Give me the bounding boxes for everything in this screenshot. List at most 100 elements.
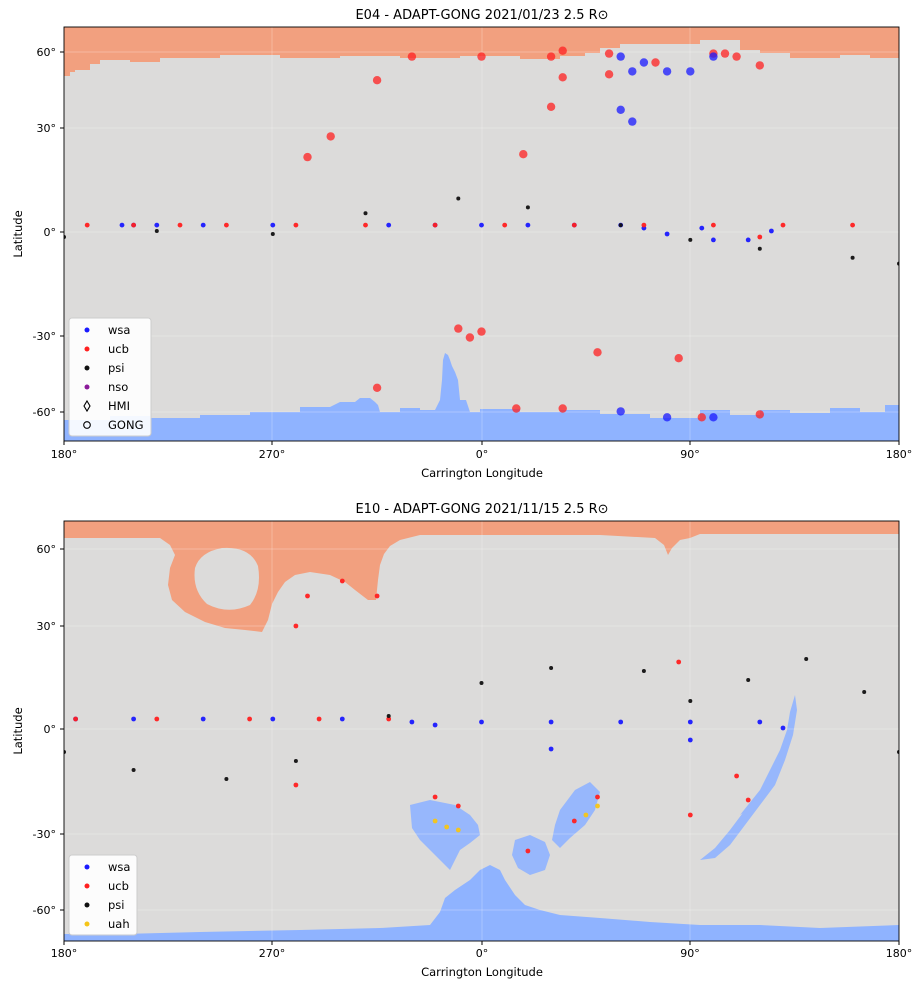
data-point-ucb-gong [546,52,556,61]
data-point-ucb [850,222,855,228]
x-tick-label: 180° [886,947,913,960]
data-point-wsa-hmi [628,67,637,76]
data-point-ucb [455,803,461,809]
data-point-wsa [757,719,763,725]
data-point-ucb-hmi [477,52,486,61]
data-point-ucb [224,222,229,228]
data-point-psi [688,237,693,242]
legend-label: psi [108,361,125,375]
y-tick-label: -30° [33,828,56,841]
data-point-ucb-hmi [604,70,614,79]
data-point-ucb-gong [558,46,567,55]
x-tick-label: 270° [259,448,286,461]
legend-marker-wsa [84,864,90,870]
data-point-ucb [595,794,600,800]
data-point-ucb [432,794,438,800]
data-point-wsa [131,716,137,722]
data-point-wsa [548,746,554,752]
data-point-ucb [84,222,90,228]
data-point-ucb [293,623,299,629]
data-point-ucb [687,812,693,818]
data-point-uah [432,818,438,824]
data-point-psi [293,759,298,763]
data-point-wsa [479,719,484,725]
data-point-ucb [571,818,577,824]
data-point-psi [479,681,484,685]
data-point-psi [131,768,136,772]
data-point-ucb [293,782,299,788]
data-point-ucb-gong [454,324,463,333]
data-point-ucb [177,222,183,228]
data-point-psi [363,211,368,216]
data-point-ucb-gong [593,348,602,357]
chart-title: E04 - ADAPT-GONG 2021/01/23 2.5 R⊙ [355,8,608,23]
data-point-uah [583,812,589,818]
positive-polarity-region [64,27,899,76]
legend-marker-hmi [83,399,91,413]
data-point-psi [154,229,159,233]
data-point-ucb [363,222,368,228]
data-point-ucb [745,797,751,803]
data-point-wsa [780,725,786,731]
y-ticks: 60° 30° 0° -30° -60° [33,543,64,917]
data-point-ucb-gong [465,333,475,342]
data-point-ucb-gong [604,49,614,58]
x-ticks: 180° 270° 0° 90° 180° [51,441,913,461]
x-tick-label: 0° [476,448,489,461]
data-point-ucb-gong [372,383,382,392]
negative-polarity-region [64,865,899,941]
y-tick-label: -60° [33,406,56,419]
data-point-wsa-hmi [616,52,625,61]
data-point-psi [270,232,275,236]
data-point-psi [850,255,855,260]
y-tick-label: -30° [33,330,56,343]
data-point-psi [897,261,899,266]
y-axis-label: Latitude [11,707,25,754]
data-point-ucb [757,234,763,240]
data-point-ucb [131,222,137,228]
data-point-wsa [200,222,206,228]
data-point-wsa [525,222,531,228]
data-point-wsa-hmi [639,58,649,67]
data-point-uah [455,827,461,833]
data-point-wsa [339,716,345,722]
plot-background [64,27,899,441]
negative-polarity-region [64,353,899,441]
data-point-ucb [711,222,716,228]
legend: wsa ucb psi uah [68,854,138,936]
legend-marker-psi [84,365,90,371]
data-point-ucb-gong [558,404,567,413]
x-tick-label: 90° [680,947,700,960]
data-point-wsa [548,719,554,725]
y-tick-label: 0° [44,226,57,239]
data-point-ucb [316,716,322,722]
data-point-wsa [154,222,160,228]
y-axis-label: Latitude [11,210,25,257]
data-point-psi [64,750,66,754]
data-point-ucb [305,593,310,599]
y-tick-label: 0° [44,723,57,736]
data-marks [64,578,899,854]
data-point-ucb [502,222,508,228]
y-tick-label: -60° [33,904,56,917]
data-point-wsa-hmi [709,52,718,61]
y-tick-label: 60° [37,46,57,59]
data-point-wsa [270,716,276,722]
x-tick-label: 180° [886,448,913,461]
data-point-wsa [386,222,392,228]
data-point-wsa-hmi [628,117,637,126]
plot-area [64,27,899,441]
y-tick-label: 30° [37,122,57,135]
data-point-ucb-hmi [720,49,730,58]
panel-e04: E04 - ADAPT-GONG 2021/01/23 2.5 R⊙ [11,8,912,480]
x-ticks: 180° 270° 0° 90° 180° [51,941,913,960]
data-point-ucb [432,222,438,228]
legend-label: wsa [108,860,130,874]
data-point-wsa [664,231,670,237]
plot-area [64,521,899,941]
data-point-wsa [745,237,751,243]
data-point-ucb [154,716,160,722]
x-tick-label: 180° [51,448,78,461]
data-point-wsa [432,722,438,728]
